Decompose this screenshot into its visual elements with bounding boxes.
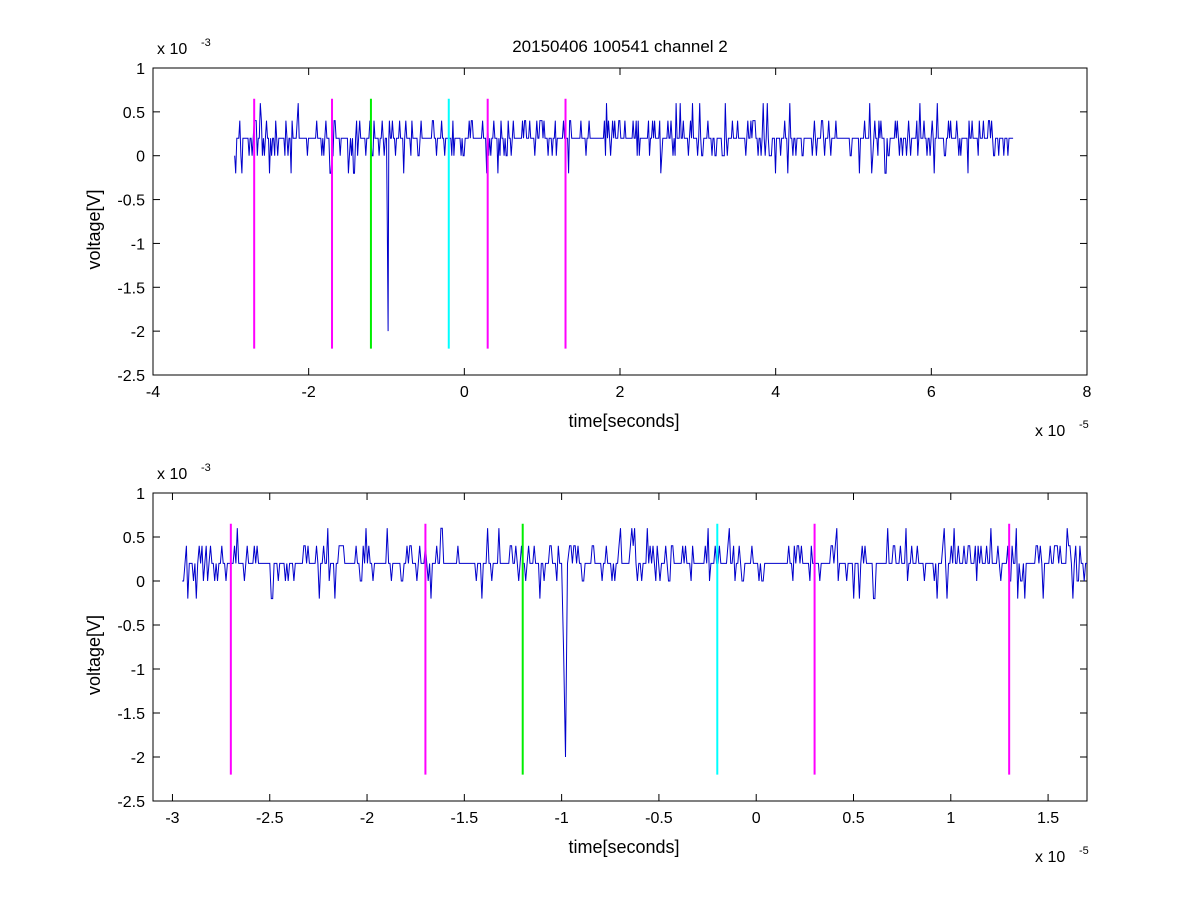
x-tick-label: -0.5 <box>645 810 673 827</box>
voltage-trace-line <box>182 527 1087 758</box>
y-axis-label: voltage[V] <box>84 189 104 269</box>
y-tick-label: -0.5 <box>117 618 145 635</box>
plot-full-trace: -4 -2 0 2 4 6 8 -2.5 -2 -1.5 -1 -0.5 0 0.5 1 time[secon… <box>84 37 1092 440</box>
x-tick-label: -3 <box>165 810 179 827</box>
x-exponent-power: -5 <box>1079 419 1089 431</box>
y-tick-label: -0.5 <box>117 193 145 210</box>
x-tick-label: 0.5 <box>842 810 864 827</box>
x-tick-label: 1.5 <box>1037 810 1059 827</box>
x-tick-label: -1 <box>555 810 569 827</box>
y-tick-label: -1.5 <box>117 280 145 297</box>
y-tick-label: 1 <box>136 61 145 78</box>
y-axis-label: voltage[V] <box>84 615 104 695</box>
x-exponent-power: -5 <box>1079 845 1089 857</box>
y-tick-label: 1 <box>136 486 145 503</box>
x-axis-label: time[seconds] <box>568 837 679 857</box>
y-exponent-label: x 10 <box>157 41 187 58</box>
axes-box <box>152 67 1088 376</box>
voltage-trace-line <box>234 103 1014 332</box>
y-tick-label: 0.5 <box>123 105 145 122</box>
y-tick-label: -1 <box>131 236 145 253</box>
x-tick-label: -2.5 <box>256 810 284 827</box>
y-exponent-power: -3 <box>201 462 211 474</box>
y-tick-label: -1.5 <box>117 706 145 723</box>
y-tick-label: 0 <box>136 574 145 591</box>
x-tick-label: 8 <box>1083 384 1092 401</box>
x-tick-label: 6 <box>927 384 936 401</box>
y-tick-label: -2 <box>131 750 145 767</box>
x-tick-label: 4 <box>771 384 780 401</box>
y-tick-label: 0 <box>136 149 145 166</box>
y-tick-label: -1 <box>131 662 145 679</box>
x-tick-label: -4 <box>146 384 160 401</box>
plot-zoomed-trace: -3 -2.5 -2 -1.5 -1 -0.5 0 0.5 1 1.5 -2.5 -2 -1.5 -1 -0… <box>84 462 1089 866</box>
y-tick-label: -2.5 <box>117 368 145 385</box>
figure-title: 20150406 100541 channel 2 <box>512 37 728 56</box>
x-tick-label: -2 <box>360 810 374 827</box>
x-tick-label: 2 <box>616 384 625 401</box>
y-tick-label: -2 <box>131 324 145 341</box>
x-tick-label: -1.5 <box>451 810 479 827</box>
x-axis-label: time[seconds] <box>568 411 679 431</box>
y-exponent-power: -3 <box>201 37 211 49</box>
y-tick-label: 0.5 <box>123 530 145 547</box>
x-tick-label: 1 <box>946 810 955 827</box>
x-exponent-label: x 10 <box>1035 423 1065 440</box>
x-tick-label: 0 <box>752 810 761 827</box>
x-exponent-label: x 10 <box>1035 849 1065 866</box>
y-exponent-label: x 10 <box>157 466 187 483</box>
x-tick-label: 0 <box>460 384 469 401</box>
x-tick-label: -2 <box>302 384 316 401</box>
y-tick-label: -2.5 <box>117 794 145 811</box>
axes-box <box>152 492 1088 802</box>
